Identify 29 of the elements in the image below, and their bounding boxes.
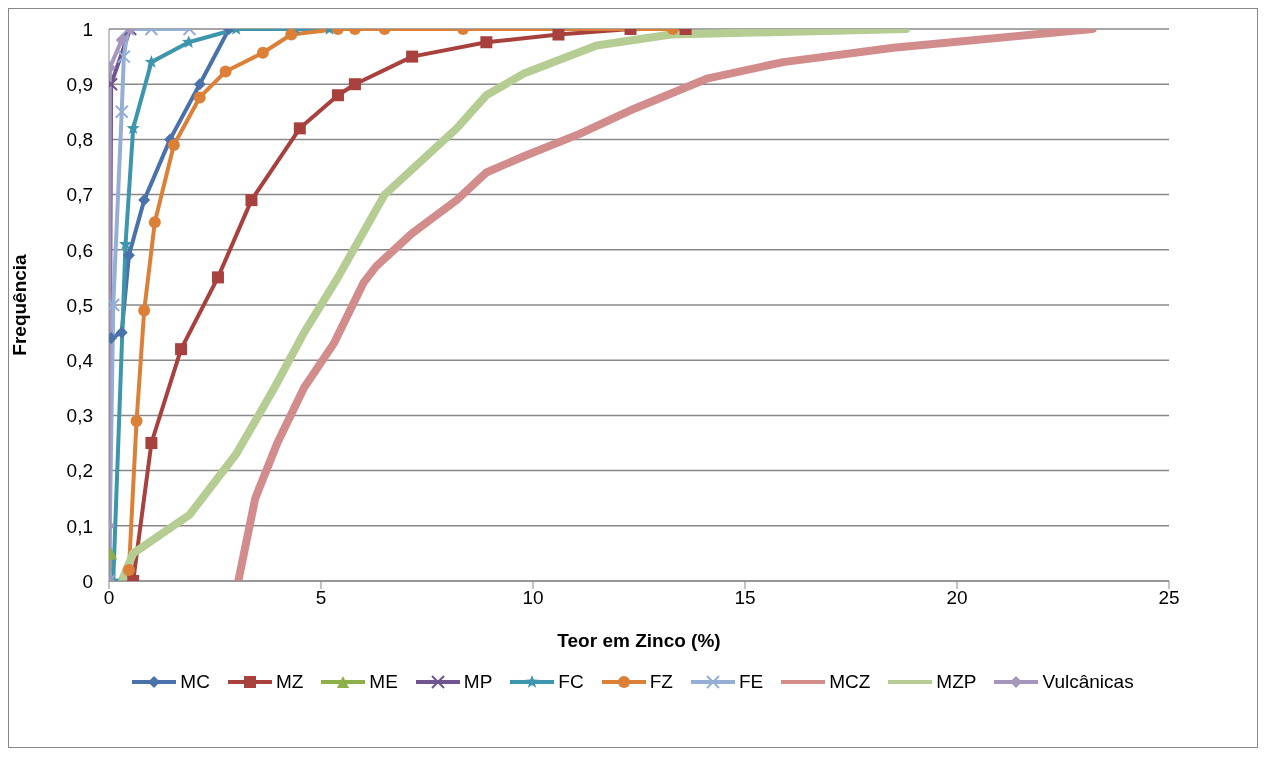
y-tick-label: 0,1 bbox=[66, 515, 93, 537]
y-tick-label: 0,8 bbox=[66, 129, 93, 151]
legend-label: FE bbox=[738, 671, 764, 693]
x-tick-label: 5 bbox=[315, 587, 327, 609]
legend-label: FZ bbox=[649, 671, 673, 693]
x-tick-label: 25 bbox=[1158, 587, 1180, 609]
legend-label: MZP bbox=[936, 671, 977, 693]
y-tick-label: 0,9 bbox=[66, 73, 93, 95]
legend-label: FC bbox=[558, 671, 584, 693]
legend-label: ME bbox=[369, 671, 398, 693]
y-tick-label: 0,3 bbox=[66, 405, 93, 427]
legend-label: MP bbox=[463, 671, 493, 693]
legend-label: MCZ bbox=[829, 671, 871, 693]
x-tick-label: 0 bbox=[103, 587, 115, 609]
y-tick-label: 0,2 bbox=[66, 460, 93, 482]
y-tick-label: 0,4 bbox=[66, 349, 94, 371]
y-tick-label: 0 bbox=[82, 570, 93, 592]
y-tick-label: 0,5 bbox=[66, 294, 93, 316]
legend-label: MC bbox=[180, 671, 210, 693]
y-tick-label: 0,6 bbox=[66, 239, 93, 261]
x-tick-label: 10 bbox=[522, 587, 544, 609]
y-tick-label: 1 bbox=[82, 18, 93, 40]
x-tick-label: 15 bbox=[734, 587, 756, 609]
legend-label: MZ bbox=[275, 671, 304, 693]
x-axis-title: Teor em Zinco (%) bbox=[557, 630, 721, 651]
legend-label: Vulcânicas bbox=[1042, 671, 1134, 693]
x-tick-label: 20 bbox=[946, 587, 968, 609]
y-tick-label: 0,7 bbox=[66, 184, 93, 206]
y-axis-title: Frequência bbox=[8, 253, 30, 356]
